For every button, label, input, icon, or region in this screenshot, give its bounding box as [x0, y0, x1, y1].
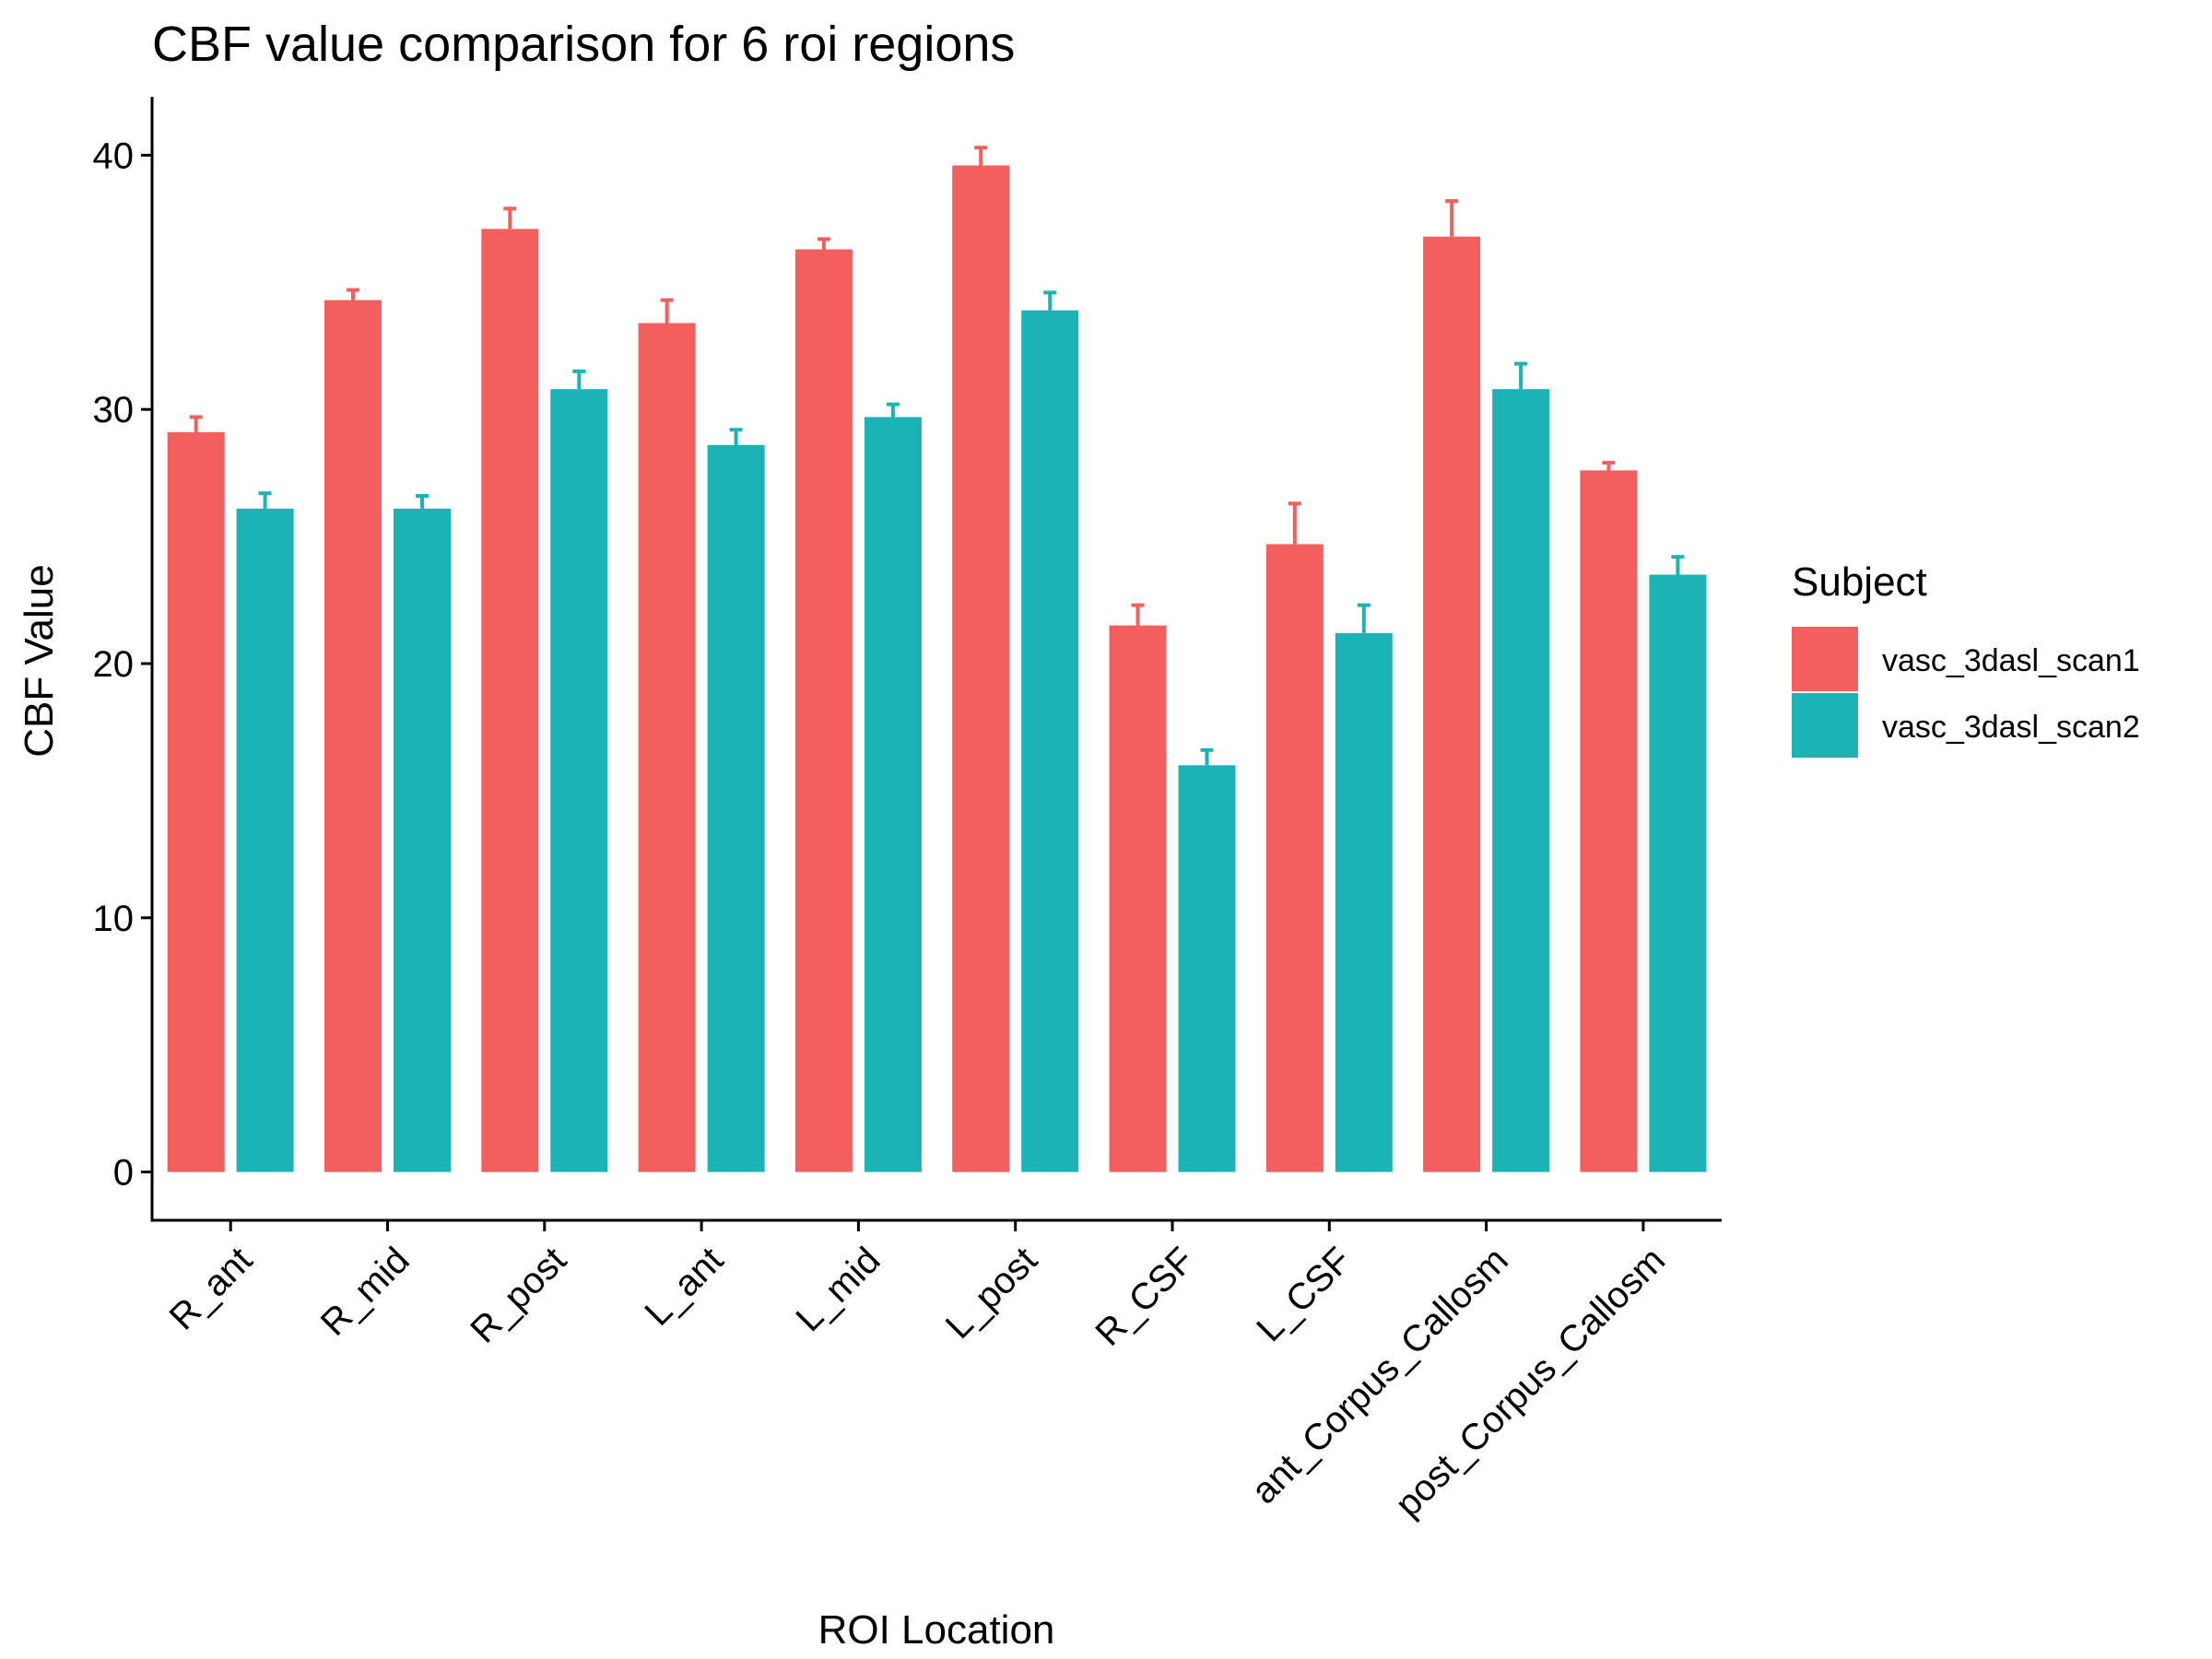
x-tick-label-R_mid: R_mid	[313, 1240, 418, 1344]
x-tick-label-L_mid: L_mid	[788, 1240, 888, 1339]
error-bar-R_CSF-vasc_3dasl_scan1	[1131, 603, 1145, 626]
bar-R_ant-vasc_3dasl_scan2	[236, 508, 294, 1172]
error-bar-L_mid-vasc_3dasl_scan2	[886, 402, 900, 418]
error-bar-post_Corpus_Callosm-vasc_3dasl_scan1	[1602, 461, 1616, 471]
x-tick-label-L_ant: L_ant	[637, 1240, 731, 1334]
y-tick-label-10: 10	[93, 899, 135, 939]
legend-key-vasc_3dasl_scan2	[1792, 693, 1858, 758]
error-bar-L_post-vasc_3dasl_scan1	[974, 146, 988, 166]
y-tick-label-20: 20	[93, 644, 135, 685]
error-bar-L_ant-vasc_3dasl_scan1	[660, 298, 674, 324]
error-bar-L_mid-vasc_3dasl_scan1	[817, 237, 830, 250]
bar-R_mid-vasc_3dasl_scan1	[324, 300, 382, 1172]
error-bar-L_CSF-vasc_3dasl_scan2	[1357, 603, 1371, 633]
bar-post_Corpus_Callosm-vasc_3dasl_scan2	[1649, 574, 1707, 1172]
x-tick-label-R_post: R_post	[463, 1240, 574, 1351]
error-bar-post_Corpus_Callosm-vasc_3dasl_scan2	[1671, 555, 1685, 575]
x-tick-label-R_CSF: R_CSF	[1088, 1240, 1202, 1354]
bar-L_CSF-vasc_3dasl_scan2	[1335, 632, 1393, 1172]
x-axis-title: ROI Location	[818, 1607, 1055, 1653]
chart-title: CBF value comparison for 6 roi regions	[152, 17, 1015, 72]
x-tick-label-R_ant: R_ant	[162, 1240, 261, 1338]
error-bar-L_CSF-vasc_3dasl_scan1	[1288, 501, 1301, 545]
y-axis-title: CBF Value	[17, 564, 62, 758]
legend-label-vasc_3dasl_scan2: vasc_3dasl_scan2	[1882, 710, 2140, 745]
y-tick-label-30: 30	[93, 390, 135, 430]
error-bar-L_post-vasc_3dasl_scan2	[1043, 290, 1057, 311]
bar-post_Corpus_Callosm-vasc_3dasl_scan1	[1580, 470, 1638, 1172]
bar-R_post-vasc_3dasl_scan1	[481, 229, 539, 1172]
error-bar-R_mid-vasc_3dasl_scan2	[416, 494, 429, 509]
legend-title: Subject	[1792, 559, 1927, 605]
bar-R_ant-vasc_3dasl_scan1	[167, 432, 225, 1172]
bar-ant_Corpus_Callosm-vasc_3dasl_scan2	[1492, 389, 1550, 1172]
error-bar-ant_Corpus_Callosm-vasc_3dasl_scan1	[1445, 199, 1459, 237]
error-bars-layer	[189, 146, 1685, 766]
legend: Subject vasc_3dasl_scan1 vasc_3dasl_scan2	[1792, 559, 2140, 758]
x-tick-label-post_Corpus_Callosm: post_Corpus_Callosm	[1388, 1240, 1673, 1524]
legend-label-vasc_3dasl_scan1: vasc_3dasl_scan1	[1882, 643, 2140, 678]
error-bar-R_CSF-vasc_3dasl_scan2	[1200, 747, 1214, 766]
bar-L_post-vasc_3dasl_scan2	[1021, 310, 1079, 1172]
x-tick-label-L_CSF: L_CSF	[1249, 1240, 1359, 1349]
y-tick-label-40: 40	[93, 135, 135, 176]
bar-R_CSF-vasc_3dasl_scan2	[1178, 765, 1236, 1172]
x-tick-label-L_post: L_post	[938, 1240, 1045, 1347]
bar-R_post-vasc_3dasl_scan2	[550, 389, 608, 1172]
error-bar-R_ant-vasc_3dasl_scan2	[258, 491, 272, 509]
y-tick-label-0: 0	[113, 1153, 134, 1194]
bars-layer	[167, 165, 1707, 1172]
bar-R_CSF-vasc_3dasl_scan1	[1109, 625, 1167, 1172]
error-bar-R_mid-vasc_3dasl_scan1	[347, 288, 359, 300]
legend-key-vasc_3dasl_scan1	[1792, 627, 1858, 691]
error-bar-R_ant-vasc_3dasl_scan1	[189, 415, 203, 432]
error-bar-ant_Corpus_Callosm-vasc_3dasl_scan2	[1514, 361, 1528, 390]
error-bar-R_post-vasc_3dasl_scan1	[503, 206, 517, 229]
bar-ant_Corpus_Callosm-vasc_3dasl_scan1	[1423, 236, 1481, 1172]
bar-R_mid-vasc_3dasl_scan2	[394, 508, 451, 1172]
error-bar-R_post-vasc_3dasl_scan2	[572, 369, 586, 390]
bar-L_ant-vasc_3dasl_scan1	[638, 323, 696, 1172]
error-bar-L_ant-vasc_3dasl_scan2	[729, 428, 743, 445]
bar-L_mid-vasc_3dasl_scan2	[864, 417, 922, 1172]
x-tick-label-ant_Corpus_Callosm: ant_Corpus_Callosm	[1244, 1240, 1516, 1512]
bar-L_post-vasc_3dasl_scan1	[952, 165, 1010, 1172]
bar-L_mid-vasc_3dasl_scan1	[794, 249, 853, 1172]
bar-L_ant-vasc_3dasl_scan2	[707, 444, 765, 1172]
bar-L_CSF-vasc_3dasl_scan1	[1265, 544, 1324, 1172]
